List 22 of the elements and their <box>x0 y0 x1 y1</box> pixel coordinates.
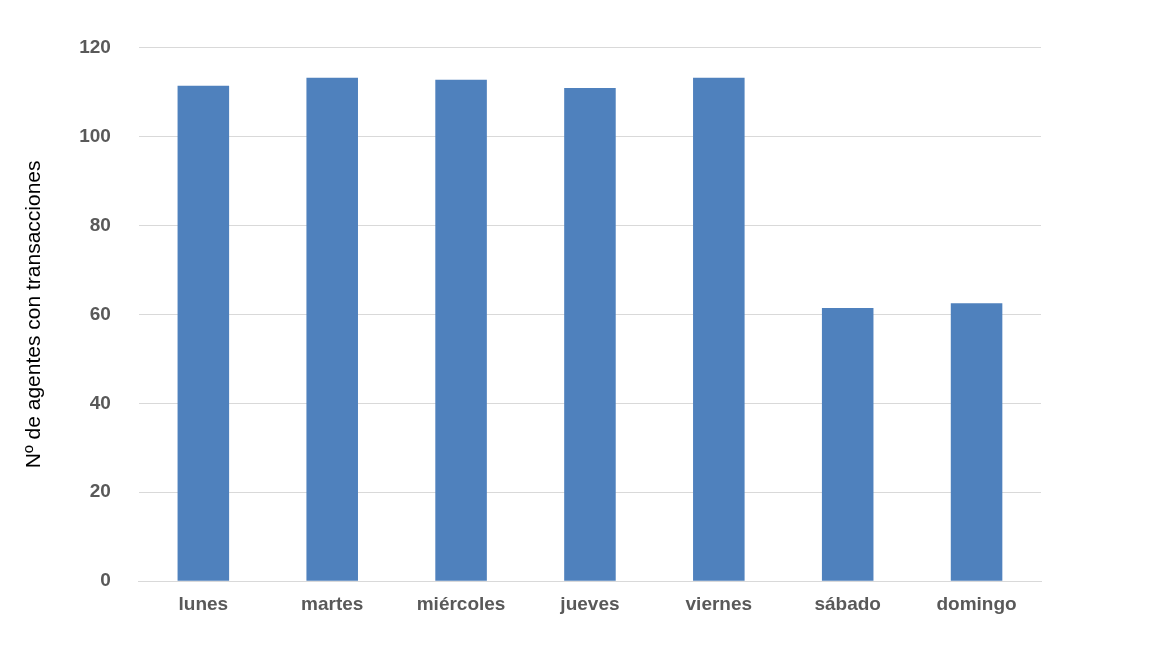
x-tick-label: lunes <box>178 592 229 614</box>
y-tick-label: 0 <box>100 569 111 591</box>
y-tick-label: 20 <box>89 480 111 502</box>
x-tick-label: jueves <box>559 592 620 614</box>
bar <box>564 87 616 581</box>
y-tick-label: 100 <box>79 124 111 146</box>
x-tick-label: domingo <box>936 592 1017 614</box>
bar <box>821 308 874 581</box>
x-tick-label: miércoles <box>416 592 506 614</box>
bar <box>950 303 1003 581</box>
x-tick-label: viernes <box>685 592 753 614</box>
x-tick-label: sábado <box>814 592 881 614</box>
y-tick-label: 40 <box>89 391 111 413</box>
y-tick-label: 80 <box>89 213 111 235</box>
bar <box>306 77 358 581</box>
y-axis-title: Nº de agentes con transacciones <box>21 160 45 469</box>
bar <box>177 85 230 581</box>
x-tick-label: martes <box>301 592 364 614</box>
bar <box>435 79 487 581</box>
y-tick-label: 120 <box>79 35 111 57</box>
bar <box>693 77 745 581</box>
y-tick-label: 60 <box>89 302 111 324</box>
